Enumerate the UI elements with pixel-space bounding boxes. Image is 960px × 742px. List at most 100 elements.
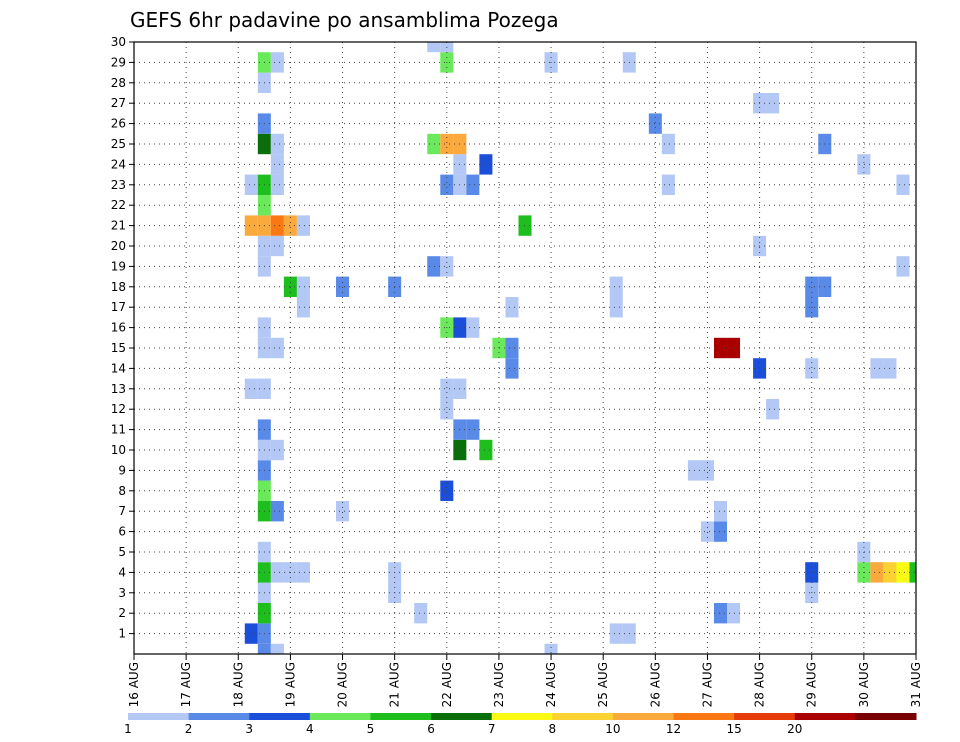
heatmap-cell [700,521,714,542]
heatmap-cell [257,643,271,654]
y-tick-label: 15 [111,341,126,355]
heatmap-cell [648,113,662,134]
color-scale-label: 3 [245,722,253,736]
x-tick-label: 17 AUG [179,662,193,707]
color-scale-swatch [673,713,735,720]
y-tick-label: 16 [111,321,126,335]
heatmap-cell [427,256,441,277]
heatmap-cell [805,358,819,379]
y-tick-label: 14 [111,361,126,375]
heatmap-cell [244,174,258,195]
heatmap-cell [270,337,284,359]
chart-title: GEFS 6hr padavine po ansamblima Pozega [130,8,559,32]
heatmap-cell [896,256,910,277]
y-tick-label: 6 [118,525,126,539]
color-scale-label: 15 [727,722,742,736]
heatmap-cell [544,643,558,654]
heatmap-cell [440,256,454,277]
x-tick-label: 18 AUG [231,662,245,707]
color-scale-swatch [734,713,796,720]
y-tick-label: 10 [111,443,126,457]
y-axis: 1234567891011121314151617181920212223242… [111,35,134,641]
color-scale-label: 4 [306,722,314,736]
heatmap-cell [440,378,454,399]
heatmap-cell [896,562,910,583]
y-tick-label: 9 [118,463,126,477]
heatmap-cell [427,133,441,155]
x-tick-label: 23 AUG [492,662,506,707]
heatmap-cell [896,174,910,195]
y-tick-label: 2 [118,606,126,620]
heatmap-cell [296,215,310,236]
x-tick-label: 21 AUG [388,662,402,707]
heatmap-cell [296,297,310,318]
y-tick-label: 26 [111,117,126,131]
heatmap-cell [609,276,623,297]
heatmap-cell [661,174,675,195]
y-tick-label: 5 [118,545,126,559]
heatmap-cell [283,215,297,236]
heatmap-cell [505,337,519,359]
heatmap-cell [713,501,728,522]
heatmap-cell [414,603,428,624]
color-scale-label: 5 [367,722,375,736]
heatmap-cell [466,174,480,195]
heatmap-cell [466,419,480,440]
color-scale-label: 8 [548,722,556,736]
color-scale-swatch [128,713,190,720]
heatmap-cells [244,42,916,654]
color-scale-label: 7 [488,722,496,736]
heatmap-cell [713,337,728,359]
y-tick-label: 22 [111,198,126,212]
heatmap-cell [244,623,258,644]
y-tick-label: 13 [111,382,126,396]
y-tick-label: 11 [111,423,126,437]
heatmap-cell [296,276,310,297]
heatmap-cell [609,623,623,644]
y-tick-label: 7 [118,504,126,518]
x-tick-label: 28 AUG [753,662,767,707]
color-scale-swatch [431,713,493,720]
heatmap-cell [466,317,480,338]
heatmap-cell [870,358,884,379]
y-tick-label: 12 [111,402,126,416]
y-tick-label: 8 [118,484,126,498]
color-scale-label: 20 [787,722,802,736]
heatmap-cell [270,643,284,654]
heatmap-cell [336,276,350,297]
y-tick-label: 27 [111,96,126,110]
color-scale-label: 10 [605,722,620,736]
x-tick-label: 29 AUG [805,662,819,707]
heatmap-cell [479,154,493,175]
heatmap-cell [713,521,728,542]
heatmap-cell [440,133,454,155]
heatmap-cell [713,603,728,624]
y-tick-label: 29 [111,55,126,69]
x-tick-label: 26 AUG [648,662,662,707]
y-tick-label: 23 [111,178,126,192]
y-tick-label: 3 [118,586,126,600]
x-tick-label: 20 AUG [336,662,350,707]
heatmap-cell [700,460,714,481]
heatmap-cell [857,154,871,175]
color-scale-swatch [370,713,432,720]
heatmap-cell [270,215,284,236]
y-tick-label: 21 [111,219,126,233]
y-tick-label: 20 [111,239,126,253]
x-tick-label: 31 AUG [909,662,923,707]
heatmap-cell [909,562,916,583]
color-scale-swatch [491,713,553,720]
heatmap-cell [283,276,297,297]
y-tick-label: 1 [118,627,126,641]
y-tick-label: 4 [118,565,126,579]
y-tick-label: 28 [111,76,126,90]
x-tick-label: 19 AUG [283,662,297,707]
heatmap-cell [766,399,780,420]
y-tick-label: 30 [111,35,126,49]
color-scale-label: 2 [185,722,193,736]
y-tick-label: 19 [111,259,126,273]
grid-lines [134,42,916,654]
color-scale-label: 6 [427,722,435,736]
x-tick-label: 30 AUG [857,662,871,707]
